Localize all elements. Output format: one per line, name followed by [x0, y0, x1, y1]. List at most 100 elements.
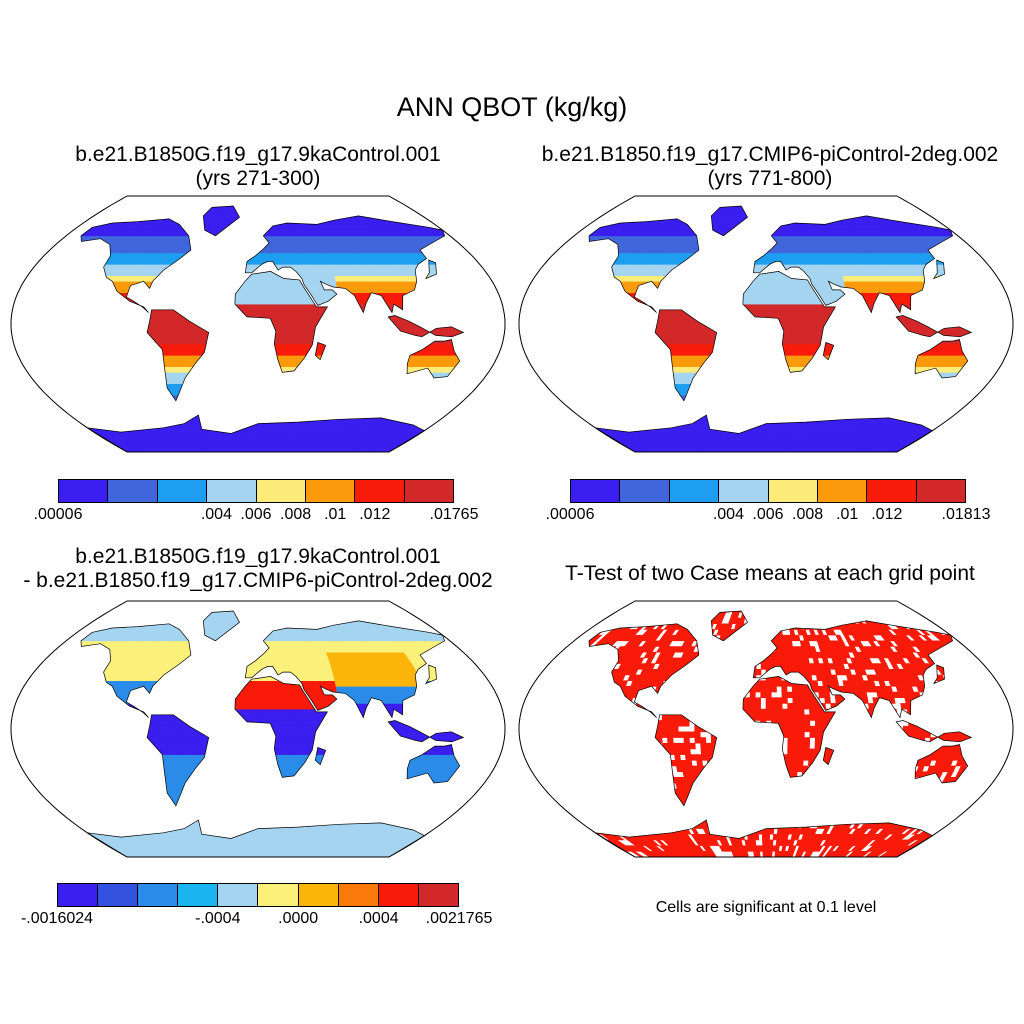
coastline-madagascar [314, 342, 327, 361]
map-border [518, 195, 1014, 453]
colorbar-tick-label: .006 [752, 506, 784, 523]
colorbar-tick-label: .0004 [358, 910, 399, 927]
coastline-australia [914, 339, 969, 379]
colorbar-box-7 [338, 884, 379, 906]
map-border [518, 600, 1014, 858]
colorbar-box-7 [404, 480, 453, 502]
colorbar-box-6 [867, 480, 917, 502]
colorbar-tick-label: .0021765 [425, 910, 493, 927]
colorbar-tick-label: .01813 [941, 506, 991, 523]
coastline-maritime-asia [895, 720, 973, 743]
colorbar-box-3 [719, 480, 769, 502]
colorbar-tick-label: .0000 [278, 910, 319, 927]
panel-2-title-line2: (yrs 771-800) [707, 167, 833, 190]
colorbar-tick-label: .00006 [545, 506, 595, 523]
coastline-maritime-asia [387, 315, 465, 338]
colorbar-tick-label: .01 [836, 506, 859, 523]
panel-4-title-line1: T-Test of two Case means at each grid po… [565, 562, 975, 585]
coastline-south-america [654, 309, 718, 402]
coastline-greenland [202, 610, 240, 642]
coastline-africa [234, 676, 329, 778]
panel-1-title-line1: b.e21.B1850G.f19_g17.9kaControl.001 [75, 143, 441, 166]
panel-2-colorbar-ticks: .00006 .004 .006 .008 .01 .012 .01813 [546, 506, 991, 526]
colorbar-box-6 [355, 480, 405, 502]
panel-2-map [516, 193, 1016, 455]
main-title: ANN QBOT (kg/kg) [396, 92, 628, 122]
colorbar-box-2 [138, 884, 179, 906]
colorbar-tick-label: .006 [240, 506, 272, 523]
colorbar-box-1 [108, 480, 158, 502]
colorbar-box-1 [620, 480, 670, 502]
colorbar-box-0 [571, 480, 621, 502]
world-map [10, 195, 506, 453]
coastline-eurasia [752, 620, 954, 719]
colorbar-box-5 [817, 480, 868, 502]
coastline-south-america [654, 714, 718, 807]
world-map [518, 600, 1014, 858]
coastline-north-america [80, 218, 192, 313]
colorbar-tick-label: .00006 [33, 506, 83, 523]
coastline-maritime-asia [895, 315, 973, 338]
colorbar-box-0 [58, 884, 99, 906]
colorbar-box-4 [218, 884, 259, 906]
panel-1-colorbar [58, 479, 454, 503]
panel-3-colorbar [57, 883, 459, 907]
coastline-maritime-asia [387, 720, 465, 743]
colorbar-box-3 [178, 884, 219, 906]
coastline-north-america [80, 623, 192, 718]
coastline-eurasia [244, 620, 446, 719]
colorbar-box-5 [305, 480, 356, 502]
panel-4-map [516, 598, 1016, 860]
coastline-north-america [588, 218, 700, 313]
colorbar-tick-label: .008 [792, 506, 824, 523]
panel-4-title: T-Test of two Case means at each grid po… [516, 562, 1024, 586]
colorbar-tick-label: .004 [200, 506, 232, 523]
colorbar-tick-label: .012 [359, 506, 391, 523]
colorbar-box-7 [916, 480, 965, 502]
coastline-africa [234, 271, 329, 373]
colorbar-box-0 [59, 480, 109, 502]
coastline-japan [932, 664, 945, 685]
panel-3-map [8, 598, 508, 860]
colorbar-box-3 [207, 480, 257, 502]
panel-3-colorbar-ticks: -.0016024 -.0004 .0000 .0004 .0021765 [21, 910, 492, 930]
coastline-eurasia [752, 215, 954, 314]
colorbar-box-4 [768, 480, 818, 502]
coastline-greenland [202, 205, 240, 237]
colorbar-tick-label: -.0004 [195, 910, 241, 927]
panel-3-title-line2: - b.e21.B1850.f19_g17.CMIP6-piControl-2d… [23, 569, 493, 592]
map-border [10, 195, 506, 453]
colorbar-tick-label: .01 [324, 506, 347, 523]
coastline-japan [932, 259, 945, 280]
panel-1-map [8, 193, 508, 455]
coastline-japan [424, 259, 437, 280]
colorbar-tick-label: .01765 [429, 506, 479, 523]
coastline-eurasia [244, 215, 446, 314]
colorbar-box-4 [256, 480, 306, 502]
coastline-north-america [588, 623, 700, 718]
colorbar-box-9 [418, 884, 458, 906]
colorbar-box-6 [298, 884, 339, 906]
map-border [10, 600, 506, 858]
coastline-japan [424, 664, 437, 685]
coastline-south-america [146, 714, 210, 807]
coastline-madagascar [822, 342, 835, 361]
coastline-australia [406, 744, 461, 784]
colorbar-tick-label: .004 [712, 506, 744, 523]
world-map [518, 195, 1014, 453]
colorbar-box-5 [258, 884, 299, 906]
coastline-australia [406, 339, 461, 379]
coastline-madagascar [314, 747, 327, 766]
panel-2-title: b.e21.B1850.f19_g17.CMIP6-piControl-2deg… [510, 143, 1024, 191]
colorbar-box-8 [378, 884, 419, 906]
colorbar-tick-label: -.0016024 [20, 910, 94, 927]
panel-4-note: Cells are significant at 0.1 level [655, 899, 877, 916]
colorbar-box-1 [98, 884, 139, 906]
panel-3-title: b.e21.B1850G.f19_g17.9kaControl.001 - b.… [0, 545, 516, 593]
colorbar-tick-label: .008 [280, 506, 312, 523]
panel-3-title-line1: b.e21.B1850G.f19_g17.9kaControl.001 [75, 545, 441, 568]
coastline-madagascar [822, 747, 835, 766]
panel-2-title-line1: b.e21.B1850.f19_g17.CMIP6-piControl-2deg… [541, 143, 999, 166]
coastline-south-america [146, 309, 210, 402]
world-map [10, 600, 506, 858]
